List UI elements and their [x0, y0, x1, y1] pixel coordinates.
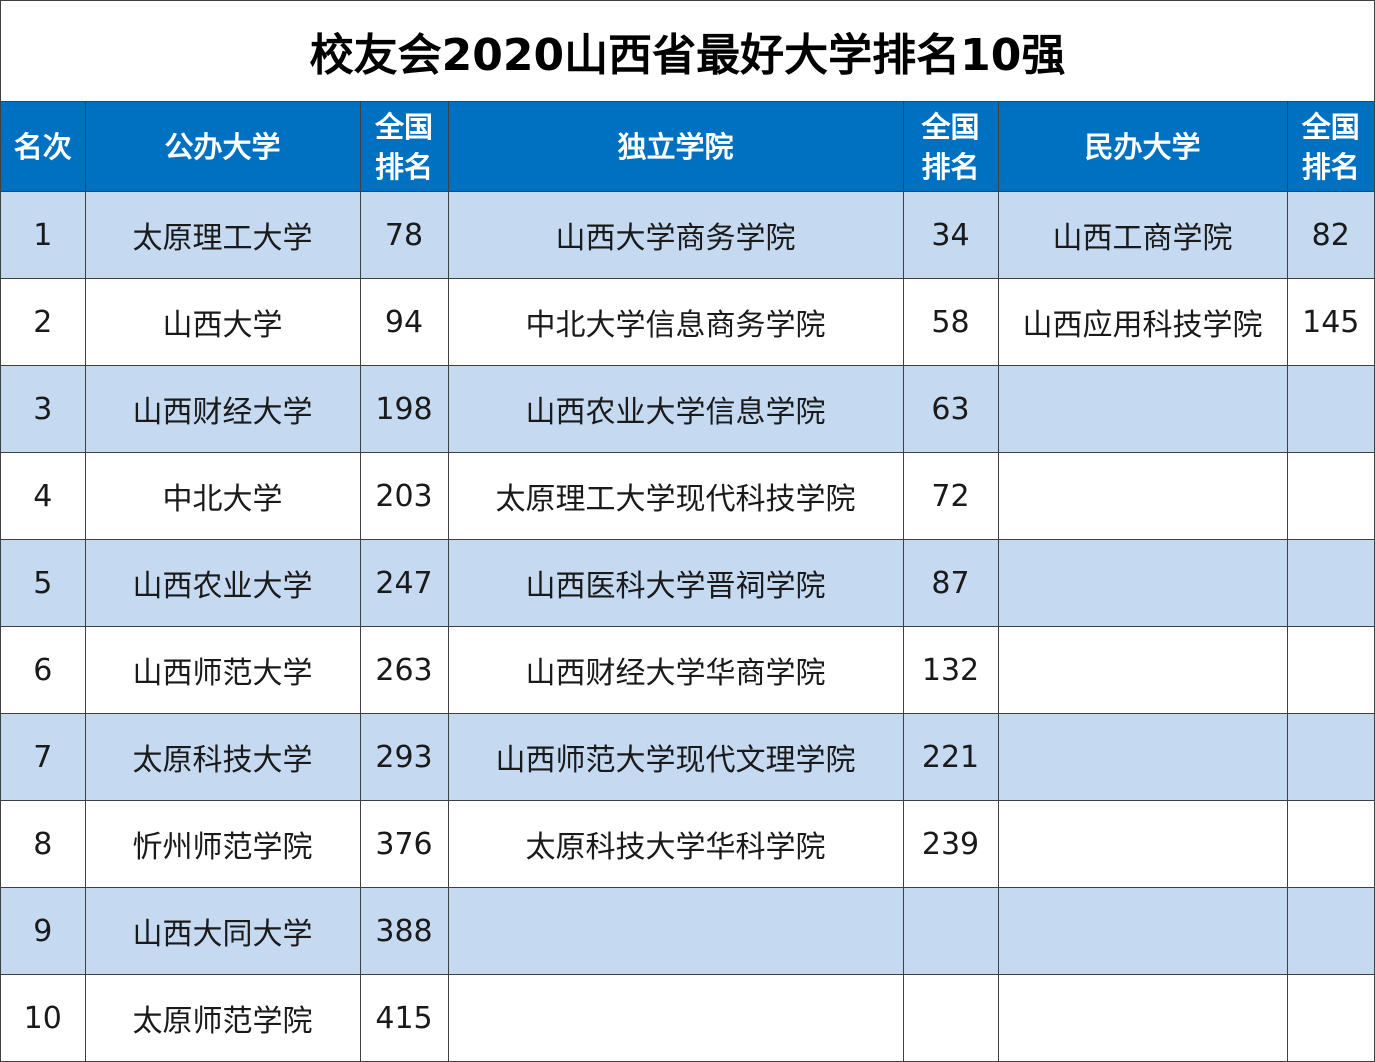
independent-college-cell: 山西农业大学信息学院 [447, 365, 904, 453]
private-university-cell: 山西应用科技学院 [997, 278, 1288, 366]
independent-national-rank-cell: 63 [902, 365, 999, 453]
public-national-rank-cell: 198 [359, 365, 449, 453]
rank-cell: 3 [1, 365, 86, 453]
private-national-rank-cell [1286, 713, 1374, 801]
private-national-rank-cell [1286, 365, 1374, 453]
table-row: 3 山西财经大学 198 山西农业大学信息学院 63 [1, 365, 1374, 453]
public-university-cell: 山西大学 [84, 278, 361, 366]
independent-national-rank-cell: 58 [902, 278, 999, 366]
independent-college-cell: 太原科技大学华科学院 [447, 800, 904, 888]
independent-national-rank-cell [902, 974, 999, 1062]
table-row: 1 太原理工大学 78 山西大学商务学院 34 山西工商学院 82 [1, 191, 1374, 279]
public-university-cell: 中北大学 [84, 452, 361, 540]
rank-cell: 6 [1, 626, 86, 714]
private-university-cell: 山西工商学院 [997, 191, 1288, 279]
public-national-rank-cell: 388 [359, 887, 449, 975]
independent-college-cell [447, 887, 904, 975]
table-row: 4 中北大学 203 太原理工大学现代科技学院 72 [1, 452, 1374, 540]
rank-cell: 10 [1, 974, 86, 1062]
header-row: 名次 公办大学 全国排名 独立学院 全国排名 民办大学 全国排名 [1, 102, 1374, 192]
page-title: 校友会2020山西省最好大学排名10强 [1, 1, 1374, 102]
table-row: 6 山西师范大学 263 山西财经大学华商学院 132 [1, 626, 1374, 714]
public-national-rank-cell: 203 [359, 452, 449, 540]
header-national-rank-public: 全国排名 [359, 102, 449, 192]
public-national-rank-cell: 78 [359, 191, 449, 279]
independent-national-rank-cell: 239 [902, 800, 999, 888]
private-university-cell [997, 626, 1288, 714]
public-university-cell: 太原师范学院 [84, 974, 361, 1062]
private-national-rank-cell [1286, 887, 1374, 975]
private-university-cell [997, 539, 1288, 627]
public-university-cell: 太原科技大学 [84, 713, 361, 801]
table-row: 2 山西大学 94 中北大学信息商务学院 58 山西应用科技学院 145 [1, 278, 1374, 366]
header-rank: 名次 [1, 102, 86, 192]
private-university-cell [997, 800, 1288, 888]
independent-college-cell: 中北大学信息商务学院 [447, 278, 904, 366]
independent-national-rank-cell: 221 [902, 713, 999, 801]
header-national-rank-independent: 全国排名 [902, 102, 999, 192]
header-private-university: 民办大学 [997, 102, 1288, 192]
public-national-rank-cell: 94 [359, 278, 449, 366]
rank-cell: 4 [1, 452, 86, 540]
independent-college-cell [447, 974, 904, 1062]
independent-national-rank-cell: 132 [902, 626, 999, 714]
public-university-cell: 山西农业大学 [84, 539, 361, 627]
public-university-cell: 山西师范大学 [84, 626, 361, 714]
header-independent-college: 独立学院 [447, 102, 904, 192]
header-national-rank-private: 全国排名 [1286, 102, 1374, 192]
public-national-rank-cell: 376 [359, 800, 449, 888]
private-university-cell [997, 452, 1288, 540]
independent-college-cell: 山西师范大学现代文理学院 [447, 713, 904, 801]
public-university-cell: 山西大同大学 [84, 887, 361, 975]
table-row: 10 太原师范学院 415 [1, 974, 1374, 1062]
table-row: 5 山西农业大学 247 山西医科大学晋祠学院 87 [1, 539, 1374, 627]
independent-national-rank-cell: 72 [902, 452, 999, 540]
rank-cell: 8 [1, 800, 86, 888]
independent-college-cell: 山西财经大学华商学院 [447, 626, 904, 714]
public-national-rank-cell: 293 [359, 713, 449, 801]
private-national-rank-cell [1286, 800, 1374, 888]
rank-cell: 5 [1, 539, 86, 627]
private-national-rank-cell [1286, 452, 1374, 540]
private-university-cell [997, 887, 1288, 975]
public-university-cell: 太原理工大学 [84, 191, 361, 279]
rank-cell: 1 [1, 191, 86, 279]
independent-national-rank-cell: 87 [902, 539, 999, 627]
private-university-cell [997, 974, 1288, 1062]
independent-college-cell: 太原理工大学现代科技学院 [447, 452, 904, 540]
independent-college-cell: 山西大学商务学院 [447, 191, 904, 279]
rank-cell: 2 [1, 278, 86, 366]
public-national-rank-cell: 247 [359, 539, 449, 627]
table-row: 9 山西大同大学 388 [1, 887, 1374, 975]
public-university-cell: 忻州师范学院 [84, 800, 361, 888]
private-national-rank-cell [1286, 974, 1374, 1062]
public-national-rank-cell: 415 [359, 974, 449, 1062]
public-university-cell: 山西财经大学 [84, 365, 361, 453]
table-row: 7 太原科技大学 293 山西师范大学现代文理学院 221 [1, 713, 1374, 801]
independent-national-rank-cell: 34 [902, 191, 999, 279]
ranking-table: 名次 公办大学 全国排名 独立学院 全国排名 民办大学 全国排名 1 太原理工大学… [1, 102, 1374, 1062]
rank-cell: 9 [1, 887, 86, 975]
private-university-cell [997, 365, 1288, 453]
public-national-rank-cell: 263 [359, 626, 449, 714]
private-national-rank-cell: 82 [1286, 191, 1374, 279]
private-university-cell [997, 713, 1288, 801]
private-national-rank-cell [1286, 626, 1374, 714]
private-national-rank-cell [1286, 539, 1374, 627]
rank-cell: 7 [1, 713, 86, 801]
table-row: 8 忻州师范学院 376 太原科技大学华科学院 239 [1, 800, 1374, 888]
header-public-university: 公办大学 [84, 102, 361, 192]
independent-college-cell: 山西医科大学晋祠学院 [447, 539, 904, 627]
private-national-rank-cell: 145 [1286, 278, 1374, 366]
independent-national-rank-cell [902, 887, 999, 975]
